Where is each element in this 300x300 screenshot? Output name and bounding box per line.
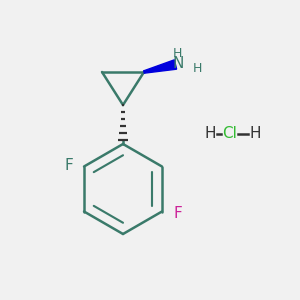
Text: N: N	[172, 56, 184, 70]
Text: F: F	[173, 206, 182, 220]
Text: H: H	[192, 61, 202, 75]
Text: H: H	[173, 46, 183, 60]
Text: H: H	[204, 126, 216, 141]
Text: H: H	[249, 126, 261, 141]
Polygon shape	[144, 60, 177, 73]
Text: Cl: Cl	[222, 126, 237, 141]
Text: F: F	[64, 158, 73, 172]
